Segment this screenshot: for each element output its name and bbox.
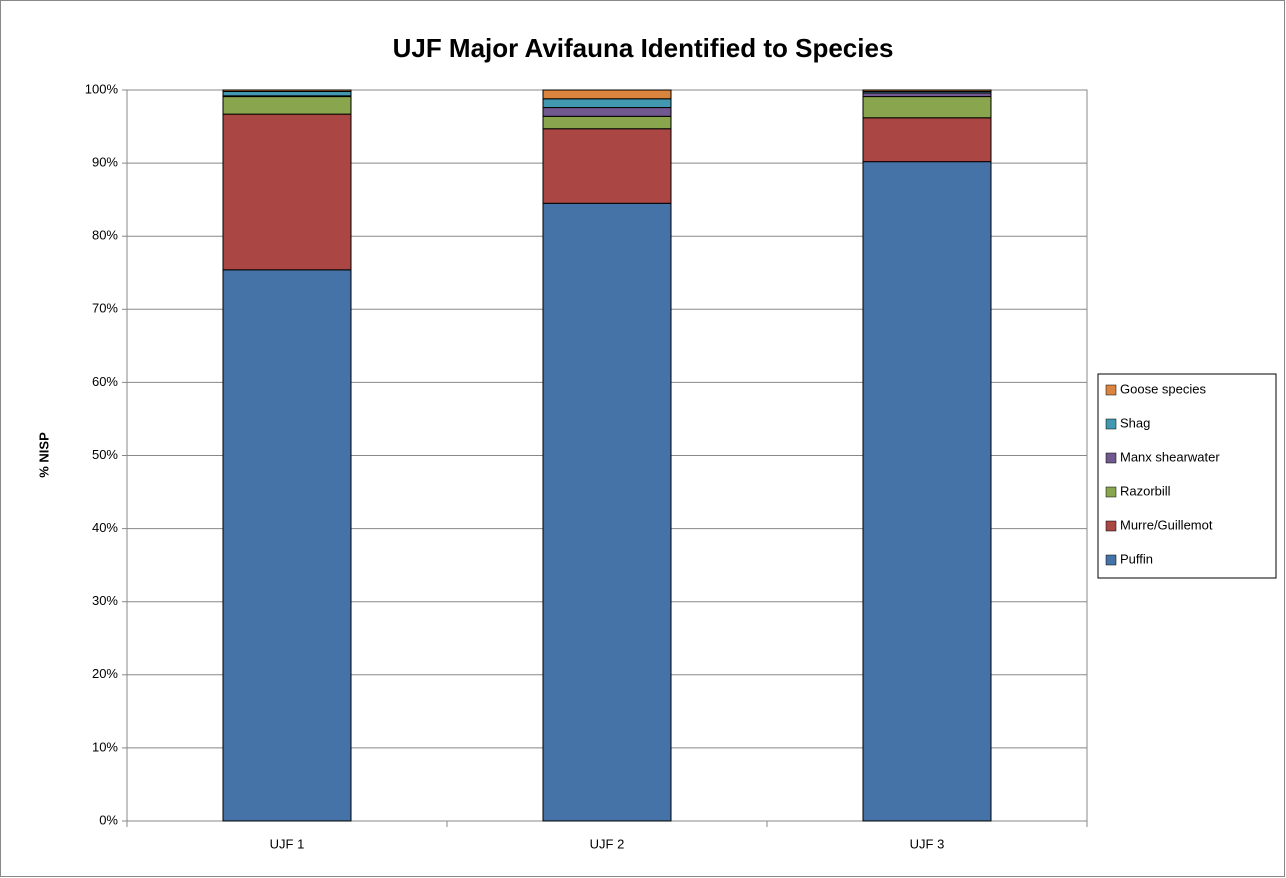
x-tick-label: UJF 1: [270, 836, 305, 851]
bar-segment: [222, 89, 352, 92]
bar-segment: [862, 89, 992, 92]
y-tick-label: 70%: [92, 301, 118, 316]
bar-segment: [542, 128, 672, 204]
y-tick-label: 50%: [92, 447, 118, 462]
bar-segment: [862, 161, 992, 822]
bar-segment: [542, 202, 672, 822]
y-tick-label: 80%: [92, 228, 118, 243]
y-tick-label: 90%: [92, 155, 118, 170]
legend-swatch: [1105, 452, 1117, 464]
bar-segment: [222, 113, 352, 271]
legend-label: Goose species: [1120, 381, 1206, 396]
bar-segment: [222, 96, 352, 115]
legend-swatch: [1105, 554, 1117, 566]
chart-title: UJF Major Avifauna Identified to Species: [393, 33, 894, 63]
bar-segment: [862, 117, 992, 163]
y-tick-label: 60%: [92, 374, 118, 389]
bar-segment: [222, 90, 352, 97]
legend-swatch: [1105, 384, 1117, 396]
y-tick-label: 10%: [92, 739, 118, 754]
x-tick-label: UJF 3: [910, 836, 945, 851]
legend-label: Shag: [1120, 415, 1150, 430]
bar-segment: [542, 98, 672, 109]
bar-segment: [542, 115, 672, 130]
y-tick-label: 30%: [92, 593, 118, 608]
legend-box: [1097, 373, 1277, 579]
bar-segment: [222, 269, 352, 822]
x-tick-label: UJF 2: [590, 836, 625, 851]
legend-swatch: [1105, 486, 1117, 498]
legend-label: Manx shearwater: [1120, 449, 1220, 464]
legend-swatch: [1105, 520, 1117, 532]
legend-label: Puffin: [1120, 551, 1153, 566]
legend-label: Murre/Guillemot: [1120, 517, 1213, 532]
y-tick-label: 20%: [92, 666, 118, 681]
y-tick-label: 40%: [92, 520, 118, 535]
legend-swatch: [1105, 418, 1117, 430]
y-tick-label: 100%: [85, 81, 119, 96]
bar-segment: [862, 92, 992, 98]
y-axis-label: % NISP: [36, 432, 51, 478]
bar-segment: [542, 107, 672, 117]
bar-segment: [862, 96, 992, 119]
bar-segment: [542, 89, 672, 100]
y-tick-label: 0%: [99, 812, 118, 827]
legend-label: Razorbill: [1120, 483, 1171, 498]
